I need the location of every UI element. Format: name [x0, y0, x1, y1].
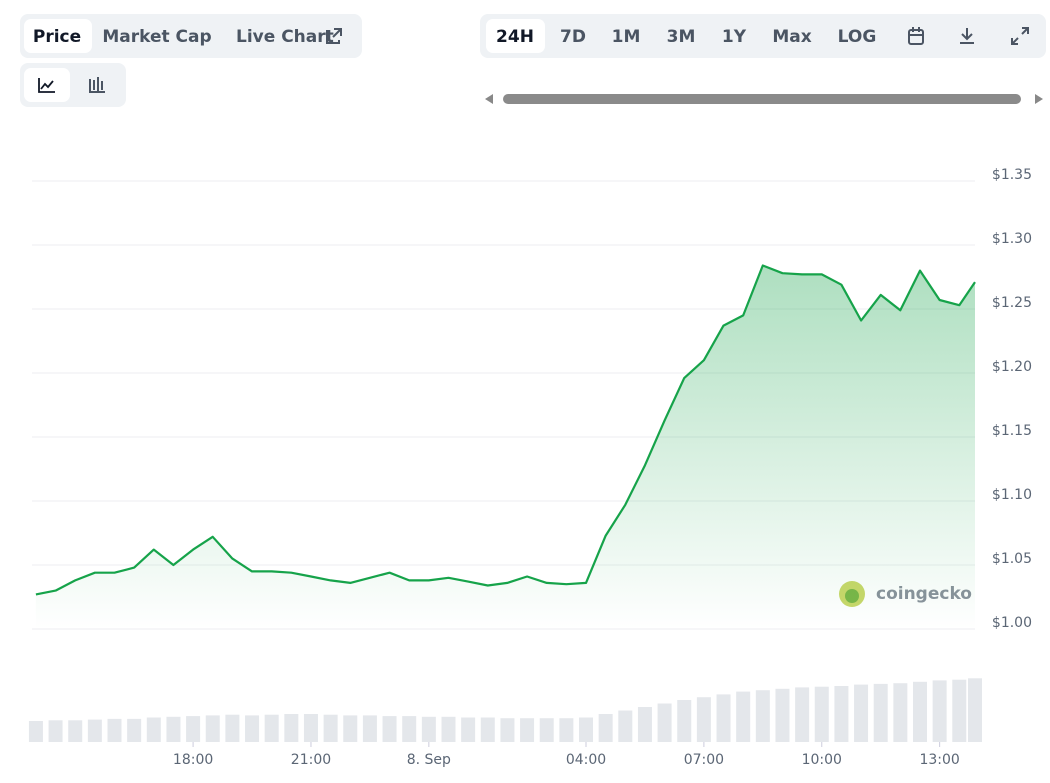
- volume-bar: [579, 717, 594, 742]
- toolbar-icons[interactable]: [908, 27, 1029, 45]
- y-tick-label: $1.20: [992, 359, 1032, 375]
- x-tick-label: 18:00: [173, 752, 213, 768]
- volume-bar: [166, 716, 181, 742]
- volume-bar: [716, 694, 731, 742]
- volume-bar: [795, 687, 810, 742]
- volume-bar: [893, 683, 908, 742]
- tab[interactable]: Live Chart: [236, 27, 334, 47]
- x-tick-label: 8. Sep: [407, 752, 451, 768]
- volume-bar: [48, 720, 63, 742]
- price-line: [35, 264, 976, 596]
- volume-bar: [968, 678, 982, 742]
- active-tab[interactable]: [24, 19, 92, 53]
- volume-bar: [87, 719, 102, 742]
- range-button[interactable]: 7D: [560, 27, 586, 47]
- x-tick-label: 13:00: [919, 752, 959, 768]
- x-tick-label: 04:00: [566, 752, 606, 768]
- price-area: [35, 265, 975, 629]
- volume-bar: [834, 686, 849, 742]
- tab[interactable]: Market Cap: [102, 27, 211, 47]
- range-button[interactable]: LOG: [838, 27, 877, 47]
- active-range[interactable]: [486, 19, 545, 53]
- volume-bar: [696, 697, 711, 742]
- volume-bar: [677, 700, 692, 742]
- range-button[interactable]: Max: [772, 27, 811, 47]
- y-tick-label: $1.05: [992, 551, 1032, 567]
- volume-bar: [500, 718, 515, 742]
- volume-bar: [912, 681, 927, 742]
- y-tick-label: $1.30: [992, 231, 1032, 247]
- volume-bar: [382, 716, 397, 742]
- volume-bar: [873, 683, 888, 742]
- volume-bar: [755, 690, 770, 742]
- volume-bar: [657, 703, 672, 742]
- volume-bar: [284, 714, 299, 742]
- y-tick-label: $1.35: [992, 167, 1032, 183]
- volume-bar: [952, 679, 967, 742]
- volume-bar: [205, 715, 220, 742]
- x-tick-label: 07:00: [684, 752, 724, 768]
- tab[interactable]: Price: [33, 27, 81, 47]
- y-tick-label: $1.15: [992, 423, 1032, 439]
- external-icon: [326, 28, 342, 44]
- volume-bar: [68, 720, 83, 742]
- range-button[interactable]: 24H: [496, 27, 534, 47]
- volume-bar: [854, 684, 869, 742]
- tab-group: [20, 14, 362, 58]
- volume-bar: [402, 716, 417, 742]
- volume-bar: [441, 716, 456, 742]
- volume-bar: [225, 714, 240, 742]
- volume-bar: [264, 714, 279, 742]
- volume-bar: [559, 718, 574, 742]
- volume-bar: [362, 715, 377, 742]
- volume-bar: [598, 714, 613, 742]
- volume-bar: [520, 718, 535, 742]
- volume-bar: [618, 710, 633, 742]
- range-button[interactable]: 3M: [667, 27, 696, 47]
- volume-bar: [932, 680, 947, 742]
- volume-bar: [480, 717, 495, 742]
- volume-bar: [323, 714, 338, 742]
- volume-bar: [343, 715, 358, 742]
- volume-bar: [28, 721, 43, 742]
- range-button[interactable]: 1M: [612, 27, 641, 47]
- range-group: [480, 14, 1046, 58]
- line-icon: [38, 78, 55, 93]
- x-tick-label: 10:00: [802, 752, 842, 768]
- volume-bar: [245, 715, 260, 742]
- volume-bar: [461, 717, 476, 742]
- candle-button[interactable]: [89, 77, 105, 93]
- volume-bar: [539, 718, 554, 742]
- volume-bar: [637, 707, 652, 742]
- volume-bar: [146, 717, 161, 742]
- volume-bar: [775, 688, 790, 742]
- volume-bar: [421, 716, 436, 742]
- volume-bar: [127, 718, 142, 742]
- x-tick-label: 21:00: [291, 752, 331, 768]
- y-tick-label: $1.00: [992, 615, 1032, 631]
- volume-bar: [814, 686, 829, 742]
- volume-bar: [736, 691, 751, 742]
- volume-bar: [186, 716, 201, 742]
- range-button[interactable]: 1Y: [722, 27, 747, 47]
- volume-bar: [107, 718, 122, 742]
- y-tick-label: $1.10: [992, 487, 1032, 503]
- volume-bar: [303, 714, 318, 742]
- y-tick-label: $1.25: [992, 295, 1032, 311]
